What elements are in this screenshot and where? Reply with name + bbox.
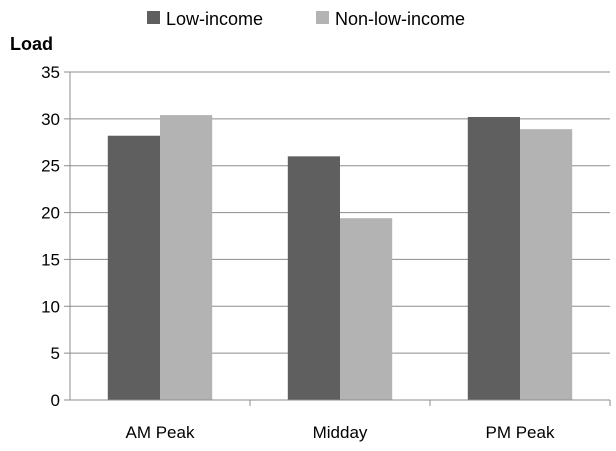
x-tick-labels: AM Peak Midday PM Peak bbox=[126, 423, 555, 442]
bar-low-income-1 bbox=[287, 156, 340, 400]
legend-swatch-low-income bbox=[147, 11, 160, 24]
y-tick-label: 0 bbox=[51, 391, 60, 410]
bar-low-income-2 bbox=[467, 116, 520, 401]
y-tick-label: 15 bbox=[41, 250, 60, 269]
bars bbox=[107, 115, 573, 401]
y-tick-label: 35 bbox=[41, 63, 60, 82]
y-tick-label: 30 bbox=[41, 110, 60, 129]
x-tick-label: PM Peak bbox=[486, 423, 555, 442]
y-tick-labels: 0 5 10 15 20 25 30 35 bbox=[41, 63, 60, 410]
bar-non-low-income-2 bbox=[520, 129, 573, 400]
legend-swatch-non-low-income bbox=[316, 11, 329, 24]
legend-label-non-low-income: Non-low-income bbox=[335, 9, 465, 29]
y-axis-label: Load bbox=[10, 34, 53, 54]
axes bbox=[64, 71, 611, 406]
y-tick-label: 25 bbox=[41, 157, 60, 176]
y-tick-label: 5 bbox=[51, 344, 60, 363]
y-tick-label: 20 bbox=[41, 204, 60, 223]
legend: Low-income Non-low-income bbox=[147, 9, 465, 29]
x-tick-label: Midday bbox=[313, 423, 368, 442]
y-tick-label: 10 bbox=[41, 297, 60, 316]
bar-non-low-income-1 bbox=[340, 218, 393, 400]
x-tick-label: AM Peak bbox=[126, 423, 195, 442]
legend-label-low-income: Low-income bbox=[166, 9, 263, 29]
bar-low-income-0 bbox=[107, 135, 160, 400]
bar-non-low-income-0 bbox=[160, 115, 213, 400]
